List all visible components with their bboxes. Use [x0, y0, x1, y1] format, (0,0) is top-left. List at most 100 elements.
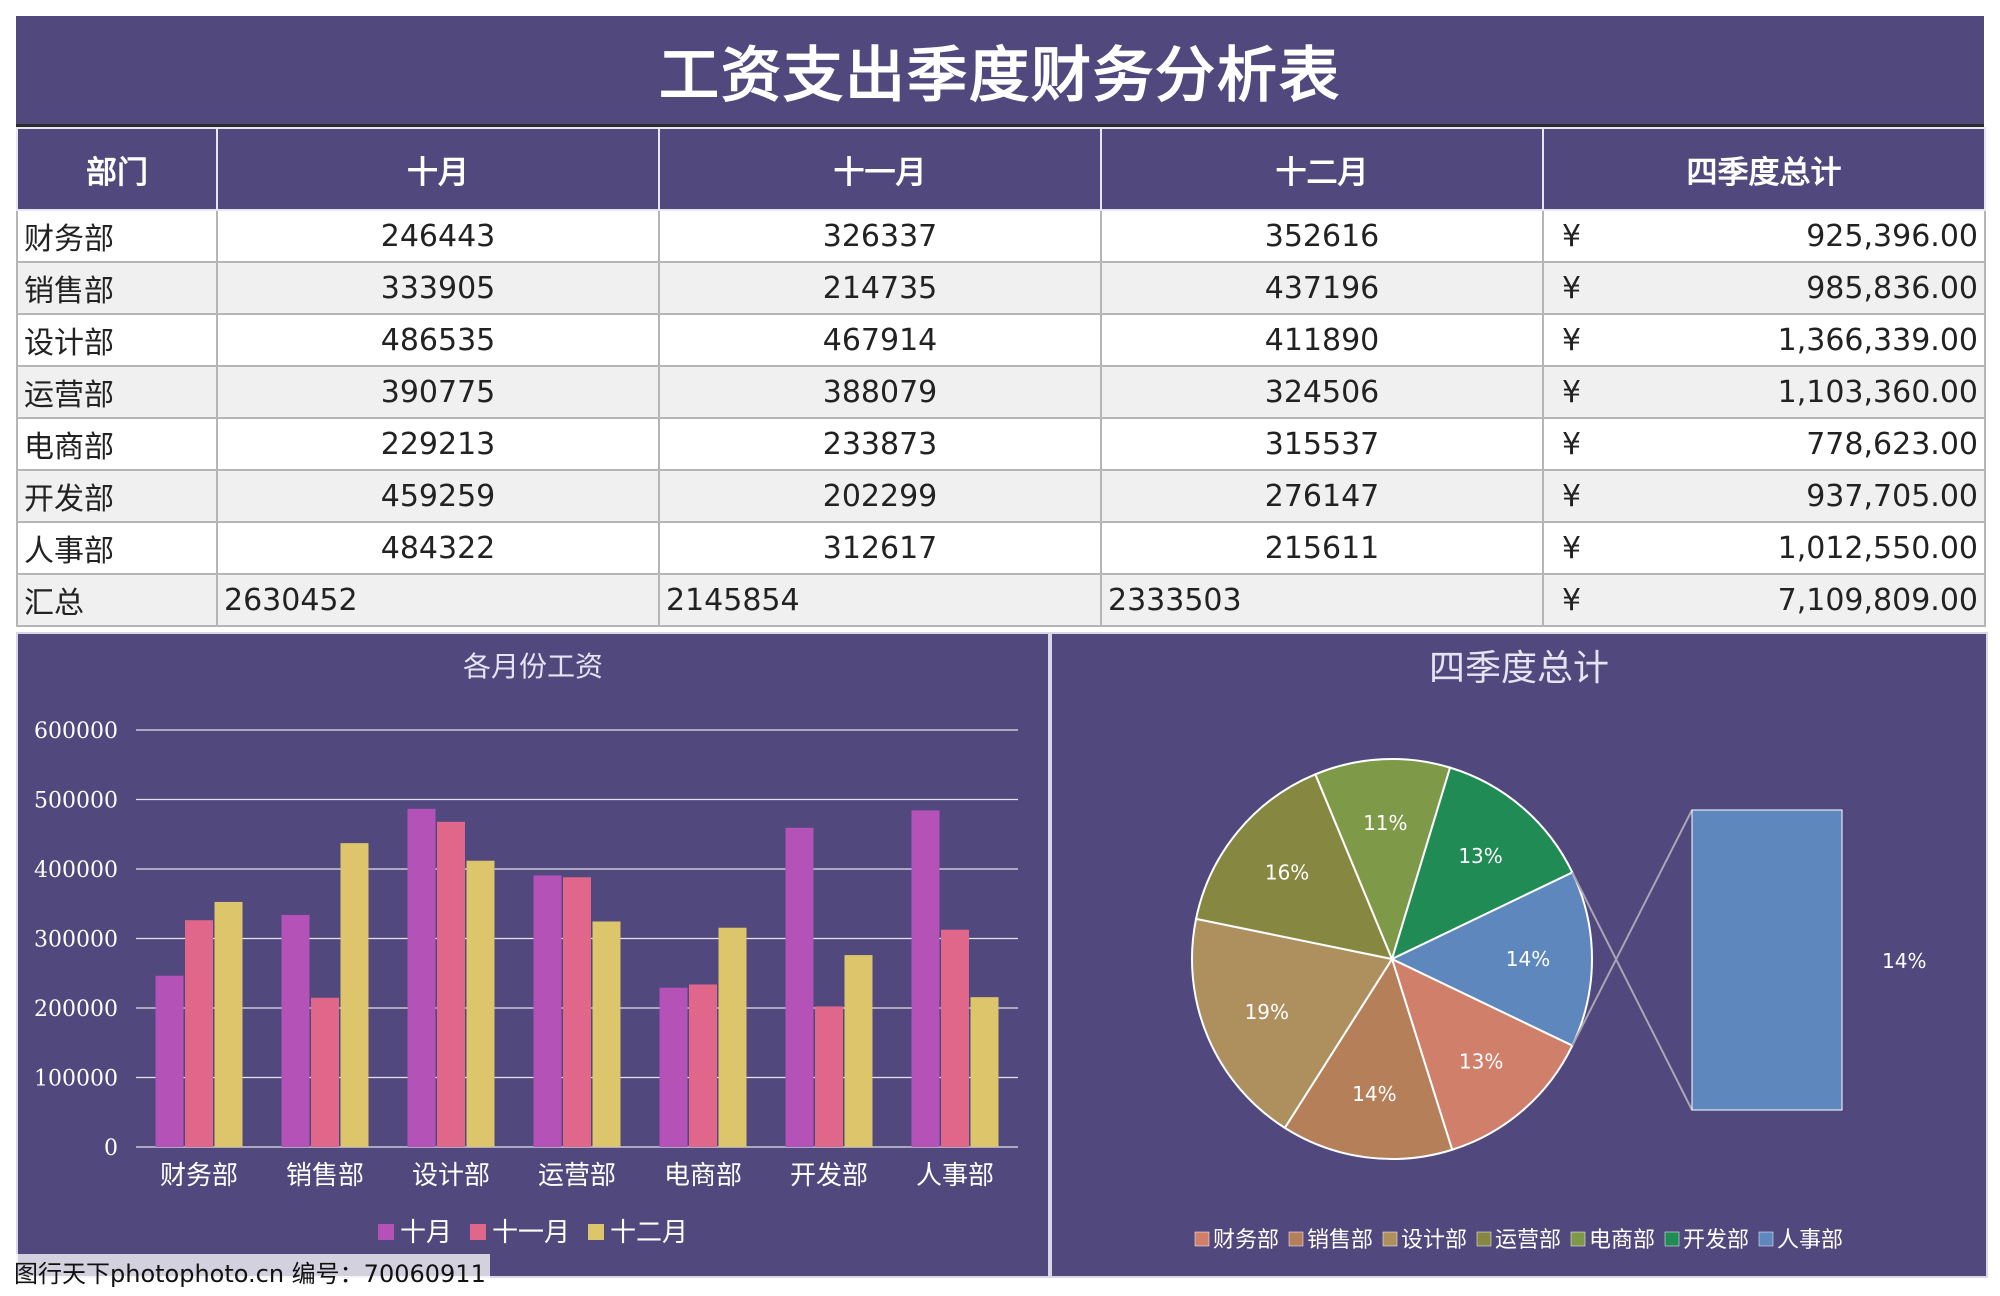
summary-dec[interactable]: 2333503	[1100, 573, 1544, 627]
total-cell[interactable]: ¥925,396.00	[1542, 209, 1986, 263]
watermark-text: 图行天下photophoto.cn 编号：70060911	[10, 1254, 490, 1289]
dept-cell[interactable]: 电商部	[16, 417, 218, 471]
x-tick-label: 运营部	[538, 1161, 616, 1191]
dec-cell[interactable]: 411890	[1100, 313, 1544, 367]
oct-cell[interactable]: 246443	[216, 209, 660, 263]
dec-cell[interactable]: 324506	[1100, 365, 1544, 419]
y-tick-label: 200000	[34, 997, 118, 1022]
sheet-title: 工资支出季度财务分析表	[659, 40, 1341, 111]
header-row: 部门 十月 十一月 十二月 四季度总计	[16, 127, 1986, 211]
bar	[718, 927, 747, 1147]
table-row: 财务部 246443 326337 352616 ¥925,396.00	[16, 209, 1986, 263]
y-tick-label: 100000	[34, 1067, 118, 1092]
table-row: 销售部 333905 214735 437196 ¥985,836.00	[16, 261, 1986, 315]
bar	[533, 875, 562, 1147]
bar	[815, 1006, 843, 1147]
oct-cell[interactable]: 333905	[216, 261, 660, 315]
header-dec[interactable]: 十二月	[1100, 127, 1544, 211]
nov-cell[interactable]: 326337	[658, 209, 1102, 263]
nov-cell[interactable]: 214735	[658, 261, 1102, 315]
header-nov[interactable]: 十一月	[658, 127, 1102, 211]
nov-cell[interactable]: 202299	[658, 469, 1102, 523]
dept-cell[interactable]: 开发部	[16, 469, 218, 523]
dept-cell[interactable]: 销售部	[16, 261, 218, 315]
x-tick-label: 财务部	[160, 1161, 238, 1191]
pie-data-label: 14%	[1352, 1082, 1396, 1106]
legend-label: 十月	[400, 1218, 452, 1248]
total-amount: 925,396.00	[1806, 218, 1978, 254]
dec-cell[interactable]: 315537	[1100, 417, 1544, 471]
legend-label: 销售部	[1307, 1228, 1373, 1253]
legend-label: 设计部	[1401, 1228, 1467, 1253]
summary-total[interactable]: ¥7,109,809.00	[1542, 573, 1986, 627]
summary-label[interactable]: 汇总	[16, 573, 218, 627]
table-row: 设计部 486535 467914 411890 ¥1,366,339.00	[16, 313, 1986, 367]
bar	[466, 860, 495, 1147]
legend-label: 十一月	[492, 1218, 570, 1248]
legend-swatch	[1664, 1231, 1680, 1247]
bar	[785, 827, 814, 1147]
chart-title: 各月份工资	[463, 650, 603, 683]
secondary-bar	[1691, 809, 1843, 1111]
bar	[340, 843, 369, 1147]
dept-cell[interactable]: 设计部	[16, 313, 218, 367]
total-cell[interactable]: ¥985,836.00	[1542, 261, 1986, 315]
oct-cell[interactable]: 459259	[216, 469, 660, 523]
bar	[214, 901, 243, 1147]
summary-row: 汇总 2630452 2145854 2333503 ¥7,109,809.00	[16, 573, 1986, 627]
bar	[911, 810, 940, 1147]
summary-total-amount: 7,109,809.00	[1777, 582, 1978, 618]
total-cell[interactable]: ¥778,623.00	[1542, 417, 1986, 471]
total-cell[interactable]: ¥1,366,339.00	[1542, 313, 1986, 367]
total-cell[interactable]: ¥937,705.00	[1542, 469, 1986, 523]
dec-cell[interactable]: 437196	[1100, 261, 1544, 315]
currency-symbol: ¥	[1562, 582, 1582, 618]
x-tick-label: 设计部	[412, 1161, 490, 1191]
total-amount: 937,705.00	[1806, 478, 1978, 514]
y-tick-label: 500000	[34, 789, 118, 814]
dept-cell[interactable]: 财务部	[16, 209, 218, 263]
bar	[155, 975, 184, 1147]
nov-cell[interactable]: 233873	[658, 417, 1102, 471]
oct-cell[interactable]: 390775	[216, 365, 660, 419]
currency-symbol: ¥	[1562, 374, 1582, 410]
oct-cell[interactable]: 486535	[216, 313, 660, 367]
total-amount: 778,623.00	[1806, 426, 1978, 462]
pie-slice	[1191, 917, 1394, 1130]
oct-cell[interactable]: 484322	[216, 521, 660, 575]
dec-cell[interactable]: 215611	[1100, 521, 1544, 575]
dec-cell[interactable]: 276147	[1100, 469, 1544, 523]
dec-cell[interactable]: 352616	[1100, 209, 1544, 263]
title-banner: 工资支出季度财务分析表	[16, 16, 1984, 127]
nov-cell[interactable]: 312617	[658, 521, 1102, 575]
legend-swatch	[470, 1224, 486, 1240]
legend-swatch	[1288, 1231, 1304, 1247]
bar-chart-panel[interactable]: 各月份工资 0 100000 200000 300000 400000 500000 6000…	[16, 632, 1050, 1278]
nov-cell[interactable]: 388079	[658, 365, 1102, 419]
bar	[970, 997, 999, 1147]
header-oct[interactable]: 十月	[216, 127, 660, 211]
header-total[interactable]: 四季度总计	[1542, 127, 1986, 211]
connector-line	[1571, 809, 1693, 1046]
total-amount: 985,836.00	[1806, 270, 1978, 306]
pie-data-label: 14%	[1506, 947, 1550, 971]
summary-oct[interactable]: 2630452	[216, 573, 660, 627]
legend-swatch	[588, 1224, 604, 1240]
pie-chart-panel[interactable]: 四季度总计 13% 14% 19% 16% 11% 13% 14% 14% 财务部 销售部 设计部 运营…	[1050, 632, 1988, 1278]
bar	[437, 821, 465, 1147]
oct-cell[interactable]: 229213	[216, 417, 660, 471]
bar	[844, 955, 873, 1147]
pie-data-label: 13%	[1459, 1050, 1503, 1074]
pie-slice	[1314, 758, 1452, 962]
header-dept[interactable]: 部门	[16, 127, 218, 211]
dept-cell[interactable]: 人事部	[16, 521, 218, 575]
bar	[941, 929, 969, 1147]
bar	[659, 987, 688, 1147]
legend-swatch	[378, 1224, 394, 1240]
currency-symbol: ¥	[1562, 322, 1582, 358]
total-cell[interactable]: ¥1,103,360.00	[1542, 365, 1986, 419]
total-cell[interactable]: ¥1,012,550.00	[1542, 521, 1986, 575]
summary-nov[interactable]: 2145854	[658, 573, 1102, 627]
dept-cell[interactable]: 运营部	[16, 365, 218, 419]
nov-cell[interactable]: 467914	[658, 313, 1102, 367]
